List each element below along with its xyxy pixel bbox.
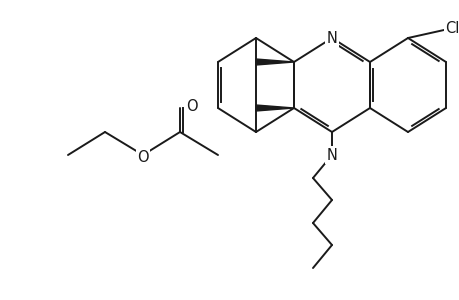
Text: O: O [137, 149, 149, 164]
Text: Cl: Cl [444, 20, 458, 35]
Text: N: N [326, 31, 337, 46]
Text: N: N [326, 148, 337, 163]
Text: O: O [186, 98, 197, 113]
Polygon shape [256, 59, 293, 65]
Polygon shape [256, 105, 293, 111]
